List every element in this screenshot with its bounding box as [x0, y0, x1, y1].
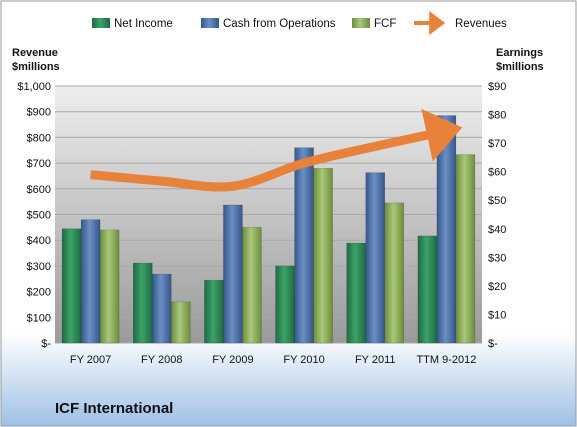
bar-net-income [133, 262, 153, 344]
left-tick-label: $600 [27, 184, 51, 196]
grid-layer [55, 85, 482, 344]
x-tick-label: TTM 9-2012 [416, 354, 476, 366]
right-tick-label: $90 [488, 81, 506, 93]
left-tick-label: $- [41, 338, 51, 350]
bars-layer [61, 115, 476, 344]
left-tick-label: $900 [27, 107, 51, 119]
bar-cash-from-operations [436, 115, 457, 344]
right-tick-label: $50 [488, 195, 506, 207]
bar-cash-from-operations [223, 204, 243, 344]
legend-label-revenues: Revenues [455, 18, 507, 30]
legend-swatch-cash-from-operations [201, 18, 219, 28]
right-axis-title-line1: Earnings [496, 47, 543, 59]
right-axis-title-line2: $millions [496, 61, 544, 73]
legend-label-fcf: FCF [374, 18, 396, 30]
bar-fcf [171, 301, 191, 344]
legend-swatch-net-income [92, 18, 110, 28]
right-tick-label: $20 [488, 281, 506, 293]
left-axis-ticks: $- $100 $200 $300 $400 $500 $600 $700 $800 $900 $1… [17, 81, 51, 350]
left-tick-label: $100 [27, 312, 51, 324]
revenue-line-layer [90, 108, 463, 192]
bar-cash-from-operations [365, 172, 385, 344]
bar-fcf [99, 229, 120, 344]
revenues-line [90, 108, 463, 192]
legend-label-cash-from-operations: Cash from Operations [223, 18, 336, 30]
company-name: ICF International [55, 400, 173, 417]
bar-cash-from-operations [152, 273, 172, 344]
bar-net-income [275, 265, 295, 344]
left-tick-label: $300 [27, 261, 51, 273]
left-tick-label: $800 [27, 132, 51, 144]
bar-net-income [346, 242, 366, 344]
legend: Net Income Cash from Operations FCF Reve… [92, 11, 507, 35]
left-tick-label: $400 [27, 235, 51, 247]
left-axis-title-line2: $millions [12, 61, 60, 73]
bar-cash-from-operations [294, 147, 314, 344]
bar-cash-from-operations [80, 219, 101, 344]
bar-fcf [384, 202, 404, 344]
right-axis-ticks: $- $10 $20 $30 $40 $50 $60 $70 $80 $90 [488, 81, 506, 350]
right-tick-label: $10 [488, 309, 506, 321]
legend-label-net-income: Net Income [114, 18, 173, 30]
bar-net-income [417, 235, 438, 344]
x-tick-label: FY 2007 [70, 354, 111, 366]
x-tick-label: FY 2008 [141, 354, 182, 366]
right-tick-label: $60 [488, 167, 506, 179]
bar-fcf [313, 167, 333, 344]
left-tick-label: $1,000 [17, 81, 51, 93]
legend-swatch-fcf [352, 18, 370, 28]
right-tick-label: $70 [488, 138, 506, 150]
right-tick-label: $- [488, 338, 498, 350]
x-tick-label: FY 2010 [283, 354, 324, 366]
right-tick-label: $80 [488, 110, 506, 122]
bar-net-income [61, 228, 82, 344]
bar-net-income [204, 279, 224, 344]
right-tick-label: $40 [488, 224, 506, 236]
x-tick-label: FY 2011 [355, 354, 396, 366]
x-axis-ticks: FY 2007 FY 2008 FY 2009 FY 2010 FY 2011 TTM 9… [70, 354, 476, 366]
left-tick-label: $700 [27, 158, 51, 170]
bar-fcf [455, 154, 476, 344]
right-tick-label: $30 [488, 252, 506, 264]
left-tick-label: $500 [27, 210, 51, 222]
left-axis-title-line1: Revenue [12, 47, 58, 59]
bar-fcf [242, 227, 262, 344]
x-tick-label: FY 2009 [212, 354, 253, 366]
left-tick-label: $200 [27, 287, 51, 299]
